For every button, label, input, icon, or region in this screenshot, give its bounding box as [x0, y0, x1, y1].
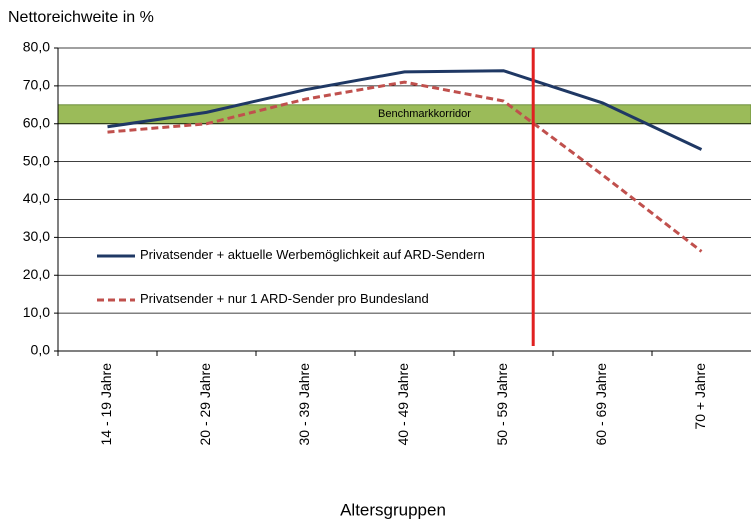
x-tick-label: 30 - 39 Jahre — [296, 363, 312, 446]
x-tick-label: 14 - 19 Jahre — [98, 363, 114, 446]
series-line — [107, 69, 703, 151]
y-tick-label: 40,0 — [23, 190, 50, 206]
x-axis-title: Altersgruppen — [340, 500, 446, 519]
y-tick-label: 30,0 — [23, 228, 50, 244]
y-tick-label: 50,0 — [23, 152, 50, 168]
legend-label: Privatsender + nur 1 ARD-Sender pro Bund… — [140, 291, 429, 306]
x-tick-label: 40 - 49 Jahre — [395, 363, 411, 446]
y-tick-label: 80,0 — [23, 39, 50, 55]
legend-entry: Privatsender + nur 1 ARD-Sender pro Bund… — [140, 291, 429, 306]
y-tick-label: 70,0 — [23, 77, 50, 93]
x-tick-label: 50 - 59 Jahre — [494, 363, 510, 446]
legend-label: Privatsender + aktuelle Werbemöglichkeit… — [140, 247, 485, 262]
series-line — [107, 80, 703, 253]
x-tick-label: 20 - 29 Jahre — [197, 363, 213, 446]
chart-title: Nettoreichweite in % — [8, 9, 154, 26]
legend-entry: Privatsender + aktuelle Werbemöglichkeit… — [140, 247, 485, 262]
x-tick-label: 70 + Jahre — [692, 363, 708, 430]
benchmark-label: Benchmarkkorridor — [378, 108, 471, 120]
y-tick-label: 0,0 — [31, 342, 51, 358]
y-tick-label: 10,0 — [23, 304, 50, 320]
y-tick-label: 20,0 — [23, 266, 50, 282]
y-tick-label: 60,0 — [23, 114, 50, 130]
x-tick-label: 60 - 69 Jahre — [593, 363, 609, 446]
